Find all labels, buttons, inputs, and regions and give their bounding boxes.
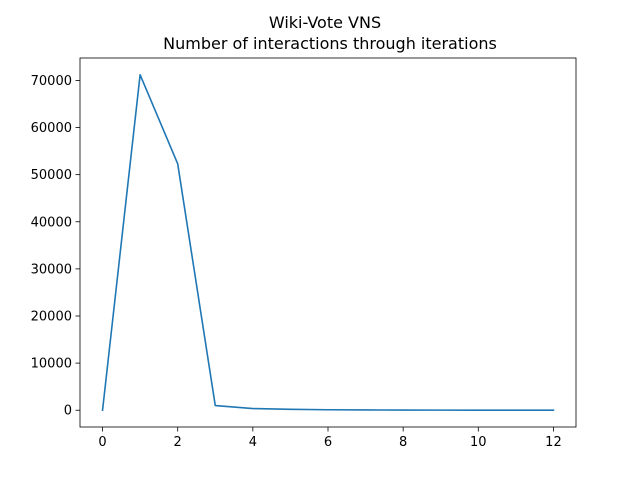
- y-tick-label: 20000: [31, 309, 72, 324]
- x-tick-label: 2: [174, 435, 182, 450]
- x-tick-label: 0: [98, 435, 106, 450]
- y-tick-label: 30000: [31, 262, 72, 277]
- x-tick-label: 8: [399, 435, 407, 450]
- plot-area: 0 2 4 6 8 10 12 0 10000 20000 30000 40000 50000 60000…: [31, 57, 577, 450]
- x-tick-label: 12: [545, 435, 562, 450]
- series-line-0: [101, 73, 555, 412]
- x-tick-label: 6: [324, 435, 332, 450]
- x-tick-label: 10: [470, 435, 487, 450]
- x-tick-label: 4: [249, 435, 257, 450]
- y-tick-label: 60000: [31, 121, 72, 136]
- chart-subtitle: Number of interactions through iteration…: [163, 34, 497, 53]
- axes-frame: [79, 57, 577, 428]
- y-tick-label: 40000: [31, 215, 72, 230]
- y-tick-label: 0: [64, 404, 72, 419]
- y-tick-label: 10000: [31, 357, 72, 372]
- y-tick-label: 50000: [31, 168, 72, 183]
- chart-title: Wiki-Vote VNS: [269, 13, 381, 32]
- y-tick-label: 70000: [31, 74, 72, 89]
